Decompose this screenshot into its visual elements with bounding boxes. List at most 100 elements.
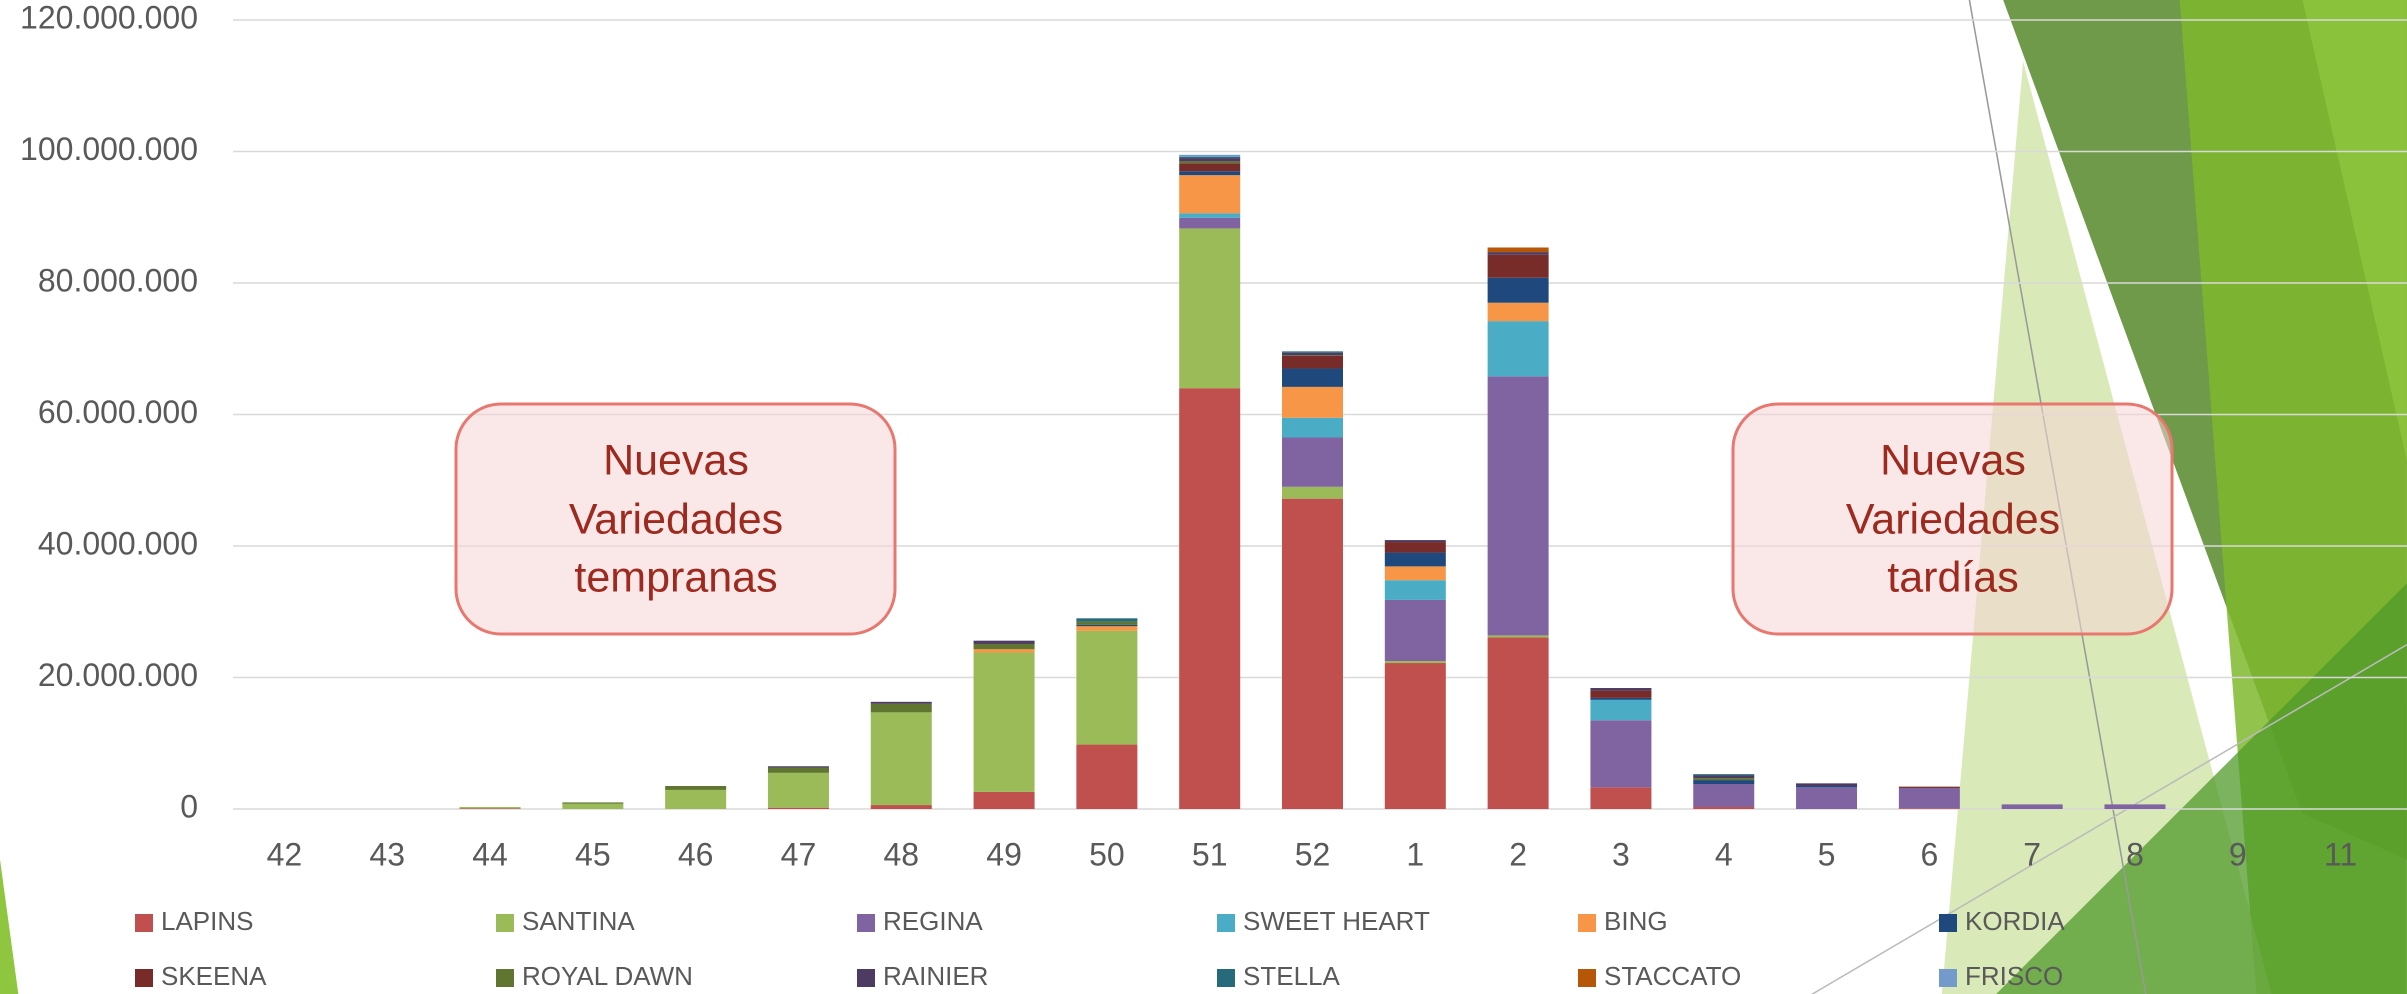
y-tick-label: 60.000.000 bbox=[38, 394, 198, 430]
bar-segment bbox=[1693, 807, 1755, 809]
y-tick-label: 80.000.000 bbox=[38, 262, 198, 298]
bar-segment bbox=[1179, 213, 1241, 218]
x-tick-label: 42 bbox=[267, 836, 303, 872]
legend-swatch bbox=[135, 914, 153, 932]
x-tick-label: 48 bbox=[883, 836, 919, 872]
legend-swatch bbox=[135, 969, 153, 987]
bar-segment bbox=[1384, 663, 1446, 809]
x-tick-label: 51 bbox=[1192, 836, 1228, 872]
x-tick-label: 45 bbox=[575, 836, 611, 872]
legend-label: RAINIER bbox=[883, 961, 988, 991]
legend-swatch bbox=[1578, 969, 1596, 987]
bar-segment bbox=[1179, 156, 1241, 159]
bar-segment bbox=[1384, 542, 1446, 553]
bar-segment bbox=[1179, 388, 1241, 809]
bar-segment bbox=[1384, 580, 1446, 600]
bar-segment bbox=[1898, 808, 1960, 809]
bar-segment bbox=[1076, 630, 1138, 745]
bar-segment bbox=[973, 643, 1035, 650]
deco-shape bbox=[1996, 583, 2407, 994]
bar-segment bbox=[1693, 784, 1755, 808]
y-tick-label: 100.000.000 bbox=[20, 131, 198, 167]
bar-segment bbox=[1487, 635, 1549, 638]
bar-segment bbox=[1590, 699, 1652, 721]
legend-swatch bbox=[857, 969, 875, 987]
bar-segment bbox=[1384, 566, 1446, 581]
legend-label: SANTINA bbox=[522, 906, 635, 936]
legend-swatch bbox=[1217, 969, 1235, 987]
deco-shape bbox=[0, 859, 19, 994]
annotation-box: Nuevas Variedades tardías bbox=[1731, 402, 2174, 636]
legend-label: FRISCO bbox=[1965, 961, 2063, 991]
x-tick-label: 43 bbox=[369, 836, 405, 872]
bar-segment bbox=[1179, 161, 1241, 164]
x-tick-label: 9 bbox=[2229, 836, 2247, 872]
y-tick-label: 40.000.000 bbox=[38, 525, 198, 561]
x-tick-label: 3 bbox=[1612, 836, 1630, 872]
deco-line bbox=[1810, 644, 2407, 994]
bar-segment bbox=[1384, 552, 1446, 567]
bar-segment bbox=[973, 640, 1035, 644]
legend-swatch bbox=[857, 914, 875, 932]
bar-segment bbox=[665, 789, 727, 809]
bar-segment bbox=[1487, 302, 1549, 322]
bar-segment bbox=[870, 703, 932, 713]
x-tick-label: 47 bbox=[781, 836, 817, 872]
legend-label: STACCATO bbox=[1604, 961, 1741, 991]
plot: 0 20.000.000 40.000.000 60.000.000 80.000.00… bbox=[20, 0, 2407, 991]
x-tick-label: 1 bbox=[1406, 836, 1424, 872]
bar-segment bbox=[1487, 254, 1549, 278]
bar-segment bbox=[459, 808, 521, 809]
x-tick-label: 11 bbox=[2324, 836, 2357, 872]
annotation-text: Variedades bbox=[569, 495, 783, 543]
legend-swatch bbox=[496, 914, 514, 932]
annotation-frame bbox=[454, 402, 897, 636]
legend-label: REGINA bbox=[883, 906, 983, 936]
legend-swatch bbox=[1578, 914, 1596, 932]
bar-segment bbox=[1282, 498, 1343, 809]
legend-label: SWEET HEART bbox=[1243, 906, 1430, 936]
bar-segment bbox=[562, 803, 624, 809]
bar-segment bbox=[1487, 637, 1549, 809]
annotation-box: Nuevas Variedades tempranas bbox=[454, 402, 897, 636]
bar-segment bbox=[1487, 247, 1549, 253]
x-tick-label: 50 bbox=[1089, 836, 1125, 872]
bar-segment bbox=[1076, 618, 1138, 622]
x-tick-label: 6 bbox=[1920, 836, 1938, 872]
bar-segment bbox=[1384, 661, 1446, 664]
bar-segment bbox=[1590, 690, 1652, 698]
bar-segment bbox=[2104, 804, 2166, 809]
bar-segment bbox=[1590, 720, 1652, 788]
annotation-text: tardías bbox=[1887, 553, 2018, 601]
bar-segment bbox=[1487, 252, 1549, 255]
bar-segment bbox=[1590, 787, 1652, 809]
x-tick-label: 2 bbox=[1509, 836, 1527, 872]
bar-segment bbox=[1076, 624, 1138, 627]
y-tick-label: 0 bbox=[180, 788, 198, 824]
annotation-frame bbox=[1731, 402, 2174, 636]
bar-segment bbox=[1487, 277, 1549, 303]
bar-segment bbox=[1898, 787, 1960, 809]
bar-segment bbox=[1282, 486, 1343, 499]
bar-segment bbox=[562, 802, 624, 804]
bar-segment bbox=[1282, 386, 1343, 418]
annotation-text: Nuevas bbox=[603, 436, 749, 484]
bar-segment bbox=[1487, 376, 1549, 636]
bar-segment bbox=[1282, 355, 1343, 356]
bar-segment bbox=[1282, 351, 1343, 353]
bar-segment bbox=[1179, 163, 1241, 172]
bar-segment bbox=[1487, 321, 1549, 377]
bar-segment bbox=[1076, 744, 1138, 809]
legend-swatch bbox=[496, 969, 514, 987]
bar-segment bbox=[973, 791, 1035, 809]
x-tick-label: 46 bbox=[678, 836, 714, 872]
bar-segment bbox=[1898, 786, 1960, 788]
annotation-text: tempranas bbox=[574, 553, 777, 601]
legend-label: KORDIA bbox=[1965, 906, 2065, 936]
legend-swatch bbox=[1939, 969, 1957, 987]
x-tick-label: 7 bbox=[2023, 836, 2041, 872]
bar-segment bbox=[870, 701, 932, 704]
bar-segment bbox=[1590, 688, 1652, 691]
bar-segment bbox=[665, 785, 727, 790]
